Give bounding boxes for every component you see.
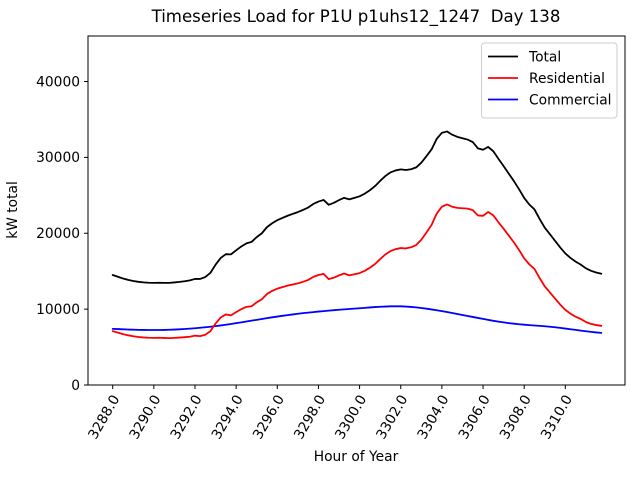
series-line-total [111, 130, 603, 284]
y-axis-ticks: 0 10000 20000 30000 40000 [36, 74, 88, 394]
legend-label-residential: Residential [529, 71, 605, 87]
x-tick-label: 3288.0 [85, 392, 123, 442]
x-tick-label: 3308.0 [497, 392, 535, 442]
series-lines [111, 130, 603, 340]
x-tick-label: 3296.0 [250, 392, 288, 442]
y-tick-label: 30000 [36, 150, 80, 166]
x-tick-label: 3310.0 [538, 392, 576, 442]
y-axis-label: kW total [5, 181, 21, 239]
y-tick-label: 0 [71, 378, 80, 394]
x-tick-label: 3298.0 [291, 392, 329, 442]
x-tick-label: 3294.0 [209, 392, 247, 442]
x-tick-label: 3302.0 [373, 392, 411, 442]
series-line-residential [111, 203, 603, 340]
chart-title: Timeseries Load for P1U p1uhs12_1247 Day… [151, 7, 561, 27]
y-tick-label: 10000 [36, 302, 80, 318]
legend: Total Residential Commercial [481, 42, 618, 119]
y-tick-label: 40000 [36, 74, 80, 90]
x-tick-label: 3304.0 [415, 392, 453, 442]
x-tick-label: 3306.0 [456, 392, 494, 442]
x-tick-label: 3292.0 [168, 392, 206, 442]
x-tick-label: 3290.0 [126, 392, 164, 442]
legend-label-total: Total [528, 49, 561, 65]
series-line-commercial [111, 305, 603, 334]
legend-label-commercial: Commercial [529, 92, 612, 108]
plot-border [87, 35, 626, 386]
x-tick-label: 3300.0 [332, 392, 370, 442]
x-axis-ticks: 3288.0 3290.0 3292.0 3294.0 3296.0 3298.0 3300… [85, 385, 576, 442]
y-tick-label: 20000 [36, 226, 80, 242]
x-axis-label: Hour of Year [314, 449, 399, 465]
